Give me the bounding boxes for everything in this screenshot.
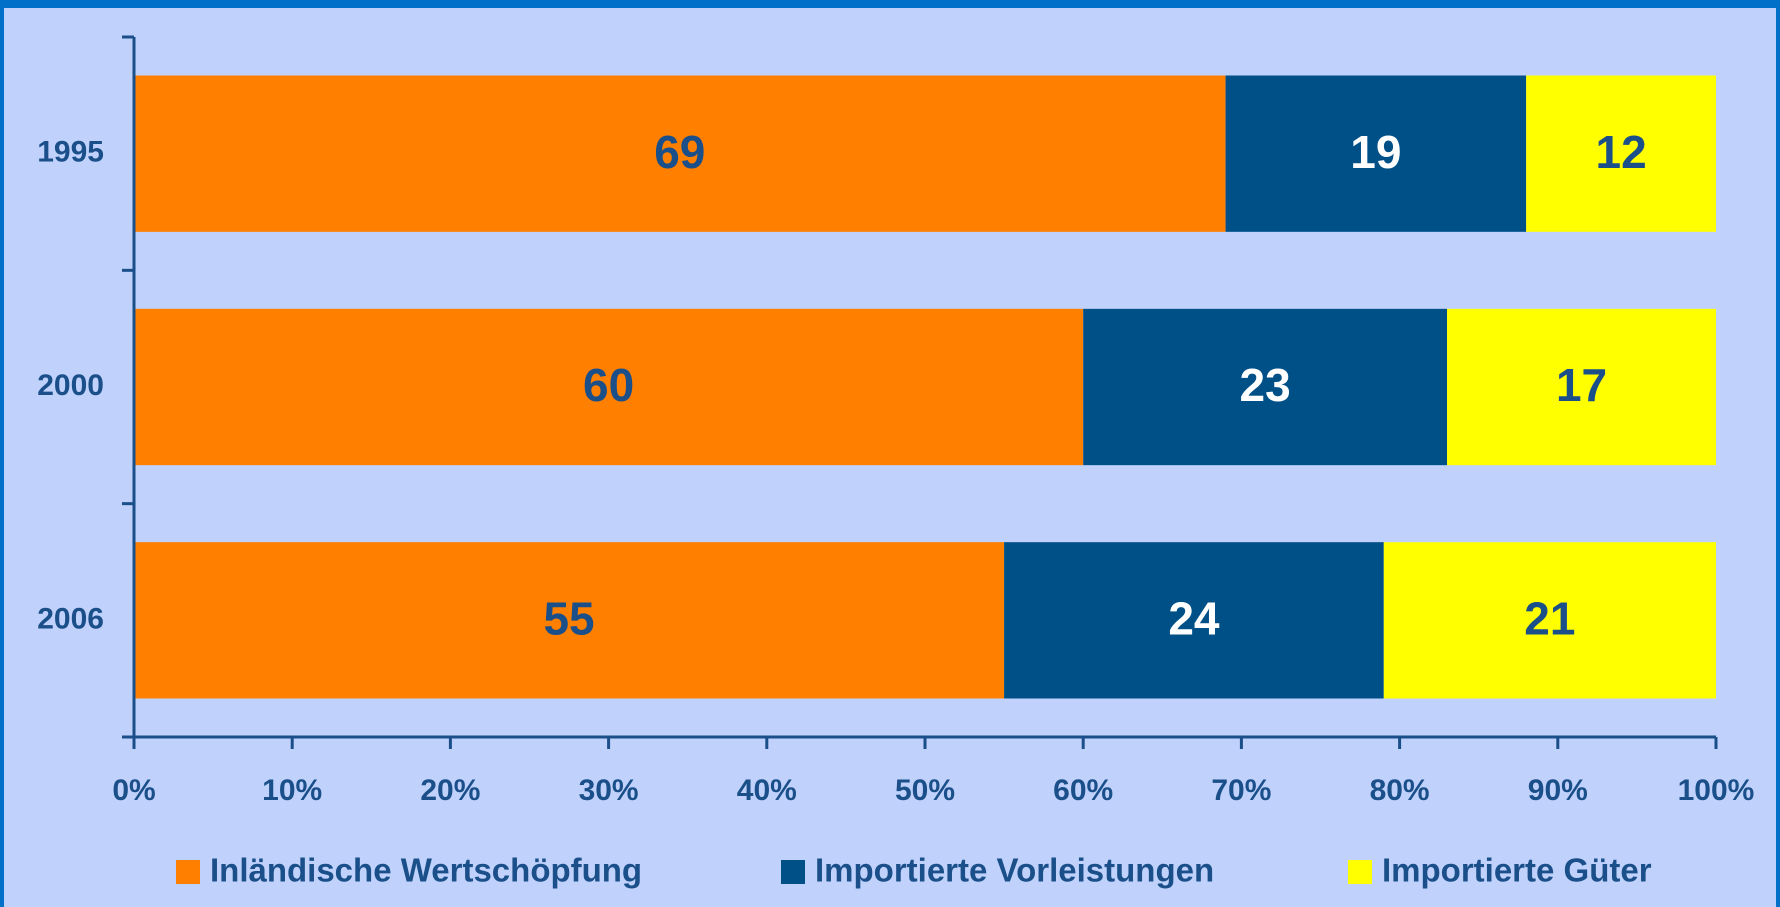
bar-segment <box>1526 75 1716 232</box>
value-label: 55 <box>543 592 594 644</box>
value-label: 12 <box>1595 126 1646 178</box>
value-label: 69 <box>654 126 705 178</box>
bar-segment <box>1447 308 1716 466</box>
y-tick-label: 2000 <box>37 369 104 402</box>
x-tick-label: 90% <box>1528 774 1588 807</box>
bar-segment <box>1004 542 1384 699</box>
x-tick-label: 40% <box>737 774 797 807</box>
value-label: 24 <box>1168 592 1220 644</box>
x-tick-label: 100% <box>1678 774 1755 807</box>
bar-segment <box>134 308 1084 466</box>
legend-swatch <box>176 860 200 884</box>
value-label: 21 <box>1524 592 1575 644</box>
legend-swatch <box>781 860 805 884</box>
legend-label: Inländische Wertschöpfung <box>210 852 642 889</box>
x-tick-label: 0% <box>112 774 155 807</box>
value-label: 23 <box>1240 359 1291 411</box>
x-tick-label: 80% <box>1370 774 1430 807</box>
legend-label: Importierte Vorleistungen <box>815 852 1214 889</box>
value-label: 17 <box>1556 359 1607 411</box>
x-tick-label: 20% <box>420 774 480 807</box>
x-tick-label: 50% <box>895 774 955 807</box>
x-tick-label: 30% <box>579 774 639 807</box>
legend-swatch <box>1348 860 1372 884</box>
value-label: 60 <box>583 359 634 411</box>
value-label: 19 <box>1350 126 1401 178</box>
bar-segment <box>1083 308 1448 466</box>
y-tick-label: 2006 <box>37 602 104 635</box>
bar-segment <box>134 542 1005 699</box>
x-tick-label: 70% <box>1211 774 1271 807</box>
y-tick-label: 1995 <box>37 136 104 169</box>
legend-label: Importierte Güter <box>1382 852 1652 889</box>
bar-segment <box>1383 542 1716 699</box>
bar-segment <box>134 75 1226 232</box>
x-tick-label: 60% <box>1053 774 1113 807</box>
bar-segment <box>1225 75 1527 232</box>
x-tick-label: 10% <box>262 774 322 807</box>
